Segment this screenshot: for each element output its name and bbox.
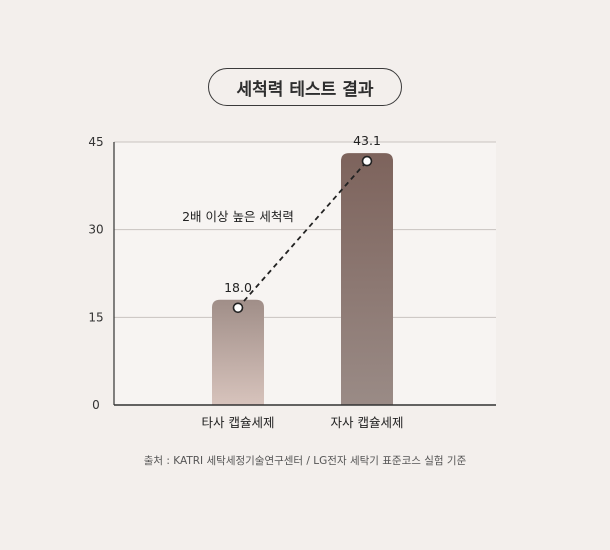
comparison-annotation: 2배 이상 높은 세척력	[182, 209, 294, 224]
labels: 18.0 타사 캡슐세제 43.1 자사 캡슐세제 2배 이상 높은 세척력	[182, 133, 403, 430]
chart-title: 세척력 테스트 결과	[208, 68, 402, 106]
comparison-dashed-line	[237, 160, 368, 309]
y-tick-label: 15	[88, 310, 103, 324]
x-category-label: 자사 캡슐세제	[331, 415, 404, 430]
x-category-label: 타사 캡슐세제	[202, 415, 275, 430]
y-tick-label: 30	[88, 223, 103, 237]
source-note: 출처 : KATRI 세탁세정기술연구센터 / LG전자 세탁기 표준코스 실험…	[143, 455, 467, 467]
y-axis-ticks: 0 15 30 45	[88, 135, 103, 412]
bar-value-label: 18.0	[224, 280, 252, 295]
marker-our-capsule	[361, 155, 373, 167]
bar-our-capsule	[341, 153, 393, 405]
y-tick-label: 0	[92, 398, 100, 412]
y-tick-label: 45	[88, 135, 103, 149]
plot-area	[114, 142, 496, 404]
bars	[212, 153, 393, 405]
bar-value-label: 43.1	[353, 133, 381, 148]
grid-lines	[114, 141, 496, 318]
marker-other-capsule	[232, 302, 244, 314]
bar-other-capsule	[212, 299, 264, 405]
